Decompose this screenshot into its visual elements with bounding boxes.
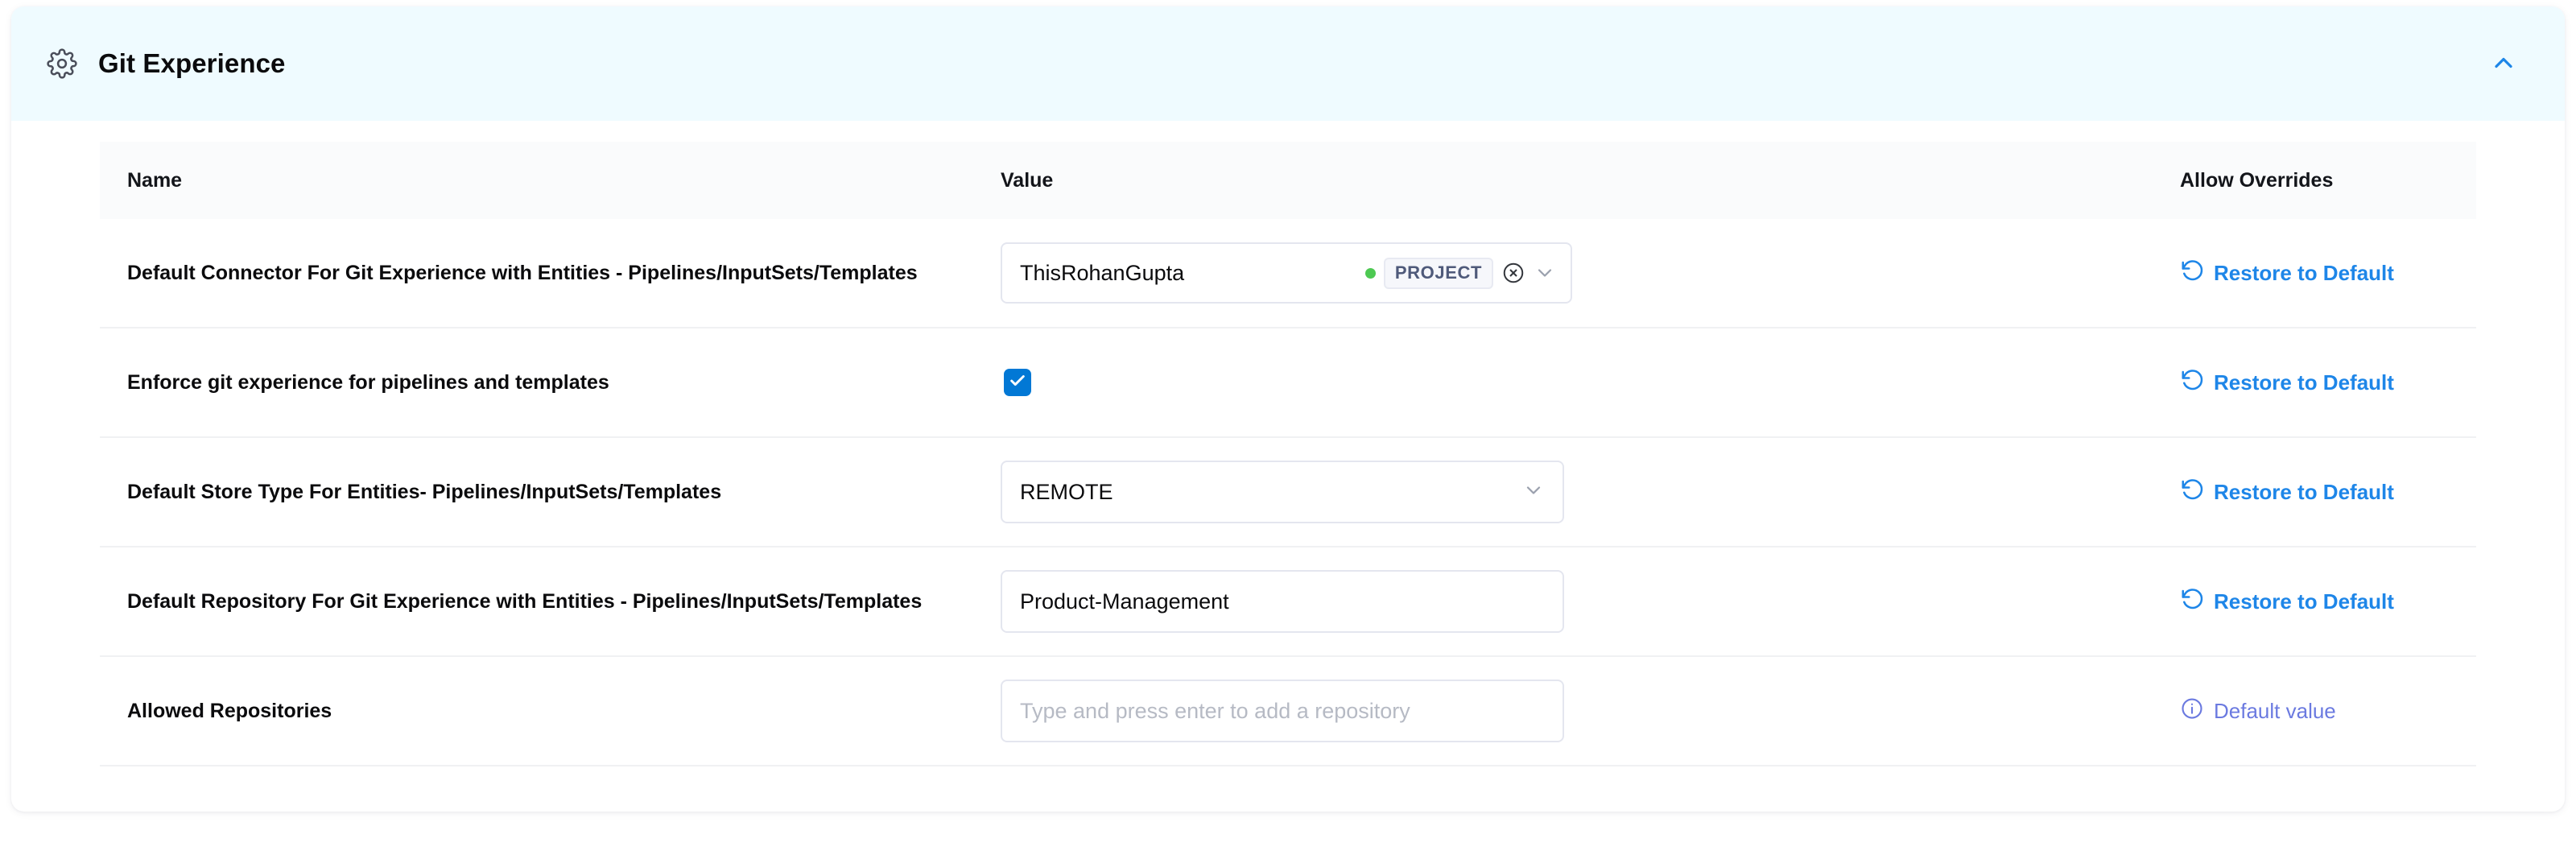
table-row: Default Repository For Git Experience wi… <box>100 547 2476 657</box>
default-repository-field[interactable] <box>1001 570 1564 633</box>
scope-badge: PROJECT <box>1383 257 1493 289</box>
gear-icon <box>47 48 77 79</box>
default-store-type-select[interactable]: REMOTE <box>1001 461 1564 523</box>
setting-value: REMOTE <box>1001 461 2180 523</box>
chevron-up-icon <box>2489 48 2518 80</box>
page-title: Git Experience <box>98 48 286 78</box>
default-repository-input[interactable] <box>1020 589 1545 614</box>
table-row: Default Connector For Git Experience wit… <box>100 219 2476 328</box>
allowed-repositories-input[interactable] <box>1020 698 1545 724</box>
restore-icon <box>2180 258 2204 288</box>
setting-value <box>1001 570 2180 633</box>
default-connector-select[interactable]: ThisRohanGupta PROJECT <box>1001 242 1572 304</box>
setting-name: Default Repository For Git Experience wi… <box>127 589 923 613</box>
setting-override-action: Restore to Default <box>2180 258 2449 288</box>
info-circle-icon <box>2180 696 2204 726</box>
restore-to-default-button[interactable]: Restore to Default <box>2180 258 2394 288</box>
setting-name: Default Store Type For Entities- Pipelin… <box>127 480 722 503</box>
restore-to-default-label: Restore to Default <box>2214 260 2394 285</box>
git-experience-card: Git Experience Name Value Allow Override… <box>11 6 2565 812</box>
restore-icon <box>2180 587 2204 617</box>
clear-circle-icon[interactable] <box>1501 261 1525 285</box>
setting-name: Default Connector For Git Experience wit… <box>127 261 918 284</box>
restore-icon <box>2180 477 2204 507</box>
connector-value-text: ThisRohanGupta <box>1020 260 1185 285</box>
column-header-allow-overrides: Allow Overrides <box>2180 168 2334 192</box>
table-row: Default Store Type For Entities- Pipelin… <box>100 438 2476 547</box>
setting-value <box>1001 369 2180 396</box>
setting-override-action: Default value <box>2180 696 2449 726</box>
setting-name: Allowed Repositories <box>127 699 332 722</box>
setting-value <box>1001 680 2180 742</box>
header-left: Git Experience <box>47 48 286 79</box>
restore-icon <box>2180 368 2204 398</box>
scope-status-dot <box>1364 267 1376 279</box>
setting-override-action: Restore to Default <box>2180 477 2449 507</box>
enforce-git-experience-checkbox[interactable] <box>1004 369 1031 396</box>
restore-to-default-button[interactable]: Restore to Default <box>2180 368 2394 398</box>
restore-to-default-button[interactable]: Restore to Default <box>2180 587 2394 617</box>
setting-override-action: Restore to Default <box>2180 587 2449 617</box>
setting-value: ThisRohanGupta PROJECT <box>1001 242 2180 304</box>
restore-to-default-label: Restore to Default <box>2214 370 2394 395</box>
restore-to-default-label: Restore to Default <box>2214 479 2394 504</box>
setting-override-action: Restore to Default <box>2180 368 2449 398</box>
column-header-value: Value <box>1001 168 1054 192</box>
column-header-name: Name <box>127 168 183 192</box>
chevron-down-icon[interactable] <box>1534 262 1556 284</box>
restore-to-default-button[interactable]: Restore to Default <box>2180 477 2394 507</box>
table-header-row: Name Value Allow Overrides <box>100 142 2476 219</box>
card-header[interactable]: Git Experience <box>11 6 2565 121</box>
allowed-repositories-field[interactable] <box>1001 680 1564 742</box>
setting-name: Enforce git experience for pipelines and… <box>127 370 609 394</box>
restore-to-default-label: Restore to Default <box>2214 589 2394 614</box>
collapse-section-button[interactable] <box>2481 41 2526 86</box>
default-value-label: Default value <box>2214 698 2336 723</box>
settings-table: Name Value Allow Overrides Default Conne… <box>11 121 2565 766</box>
store-type-value-text: REMOTE <box>1020 479 1113 504</box>
chevron-down-icon[interactable] <box>1522 479 1545 506</box>
check-icon <box>1009 372 1026 394</box>
default-value-indicator: Default value <box>2180 696 2336 726</box>
table-row: Enforce git experience for pipelines and… <box>100 328 2476 438</box>
table-row: Allowed Repositories <box>100 657 2476 766</box>
